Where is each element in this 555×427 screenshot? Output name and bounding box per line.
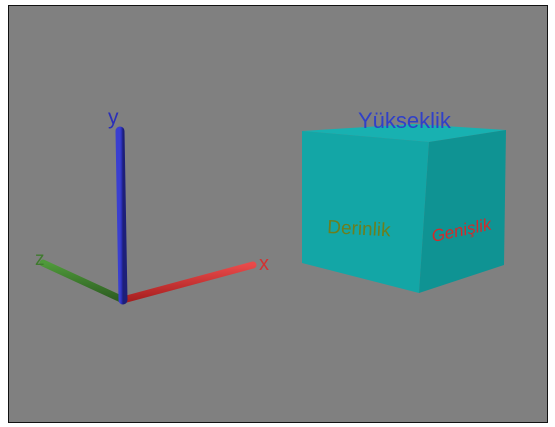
z-axis-label: z [35,249,45,270]
cube-front-face [302,131,429,293]
x-axis: x [119,253,269,304]
cube-top-face [302,124,506,142]
x-axis-label: x [259,253,269,275]
scene-canvas: z x y Yükseklik Derinlik Genişlik [35,106,506,305]
y-axis: y [108,106,128,305]
height-label: Yükseklik [358,108,452,133]
cube-side-face [419,130,506,293]
z-axis: z [35,249,125,303]
3d-viewport[interactable]: z x y Yükseklik Derinlik Genişlik [8,5,548,423]
cube: Yükseklik Derinlik Genişlik [302,108,506,293]
y-axis-label: y [108,106,119,129]
depth-label: Derinlik [327,217,392,241]
